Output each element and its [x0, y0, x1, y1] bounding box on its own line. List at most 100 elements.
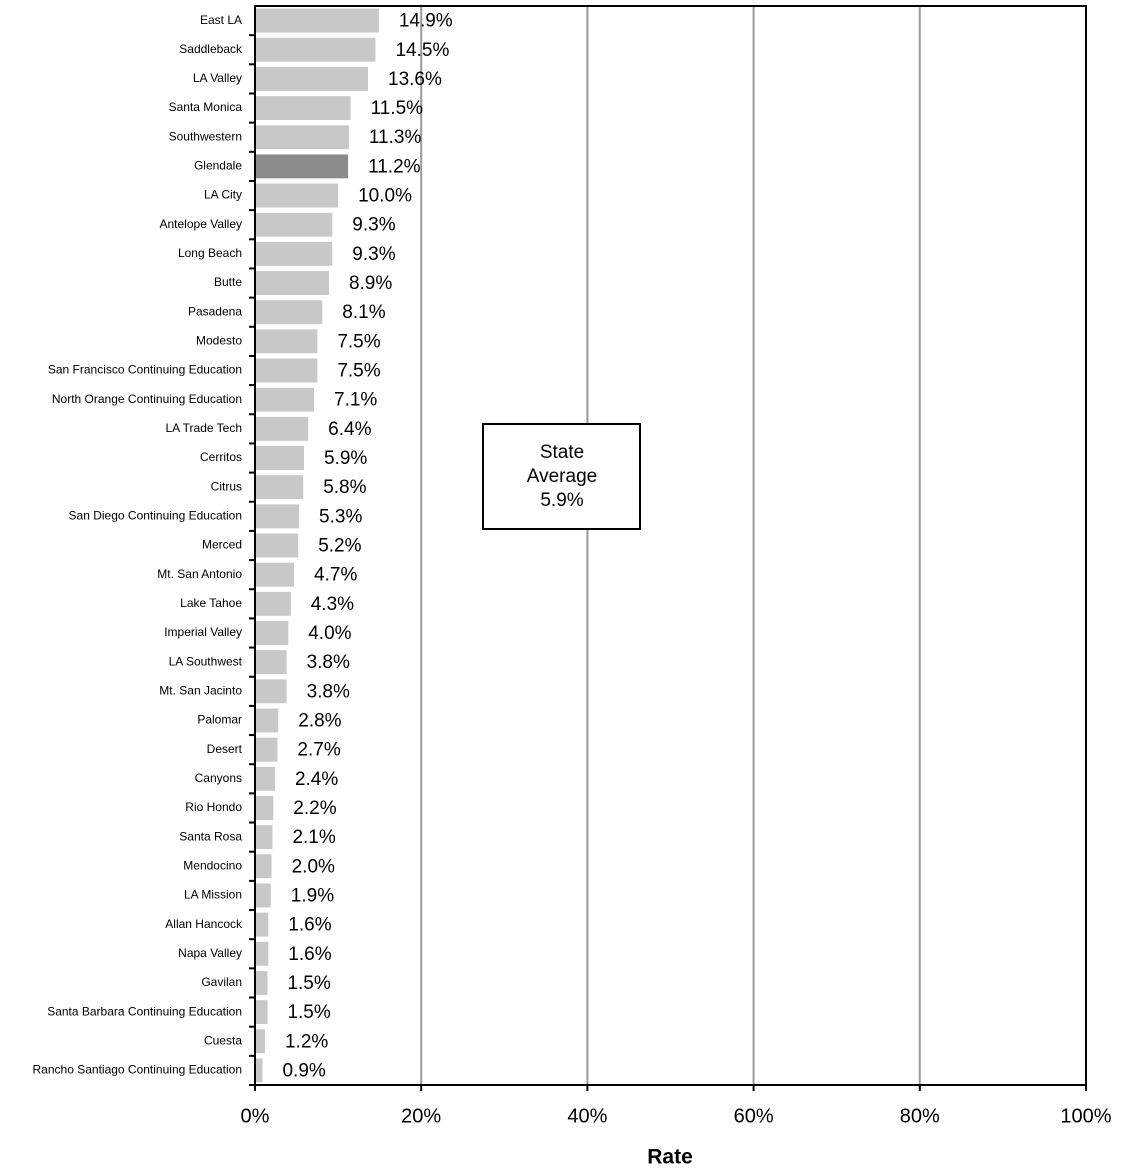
value-label: 2.1% — [292, 827, 335, 848]
y-tick-label: Southwestern — [169, 129, 242, 143]
value-label: 4.3% — [311, 594, 354, 615]
plot-border — [254, 5, 1087, 1086]
x-axis-label: Rate — [647, 1146, 693, 1169]
bar — [255, 737, 278, 762]
bar — [255, 271, 329, 295]
bar — [255, 854, 272, 879]
bar — [255, 96, 351, 121]
value-label: 9.3% — [352, 215, 395, 236]
annotation-text: Average — [527, 466, 597, 487]
value-label: 8.9% — [349, 273, 392, 294]
bar — [255, 504, 300, 529]
bar — [255, 1029, 265, 1054]
value-label: 11.2% — [368, 156, 421, 177]
value-label: 7.5% — [337, 361, 380, 382]
y-tick-label: Gavilan — [201, 975, 242, 989]
value-label: 10.0% — [358, 186, 412, 207]
y-tick-label: Lake Tahoe — [180, 596, 242, 610]
bar — [255, 241, 333, 266]
value-label: 1.9% — [291, 885, 334, 906]
bar — [255, 416, 309, 441]
value-label: 14.9% — [399, 11, 453, 32]
bar — [255, 358, 318, 383]
value-label: 9.3% — [352, 244, 395, 265]
x-tick-label: 20% — [401, 1105, 441, 1127]
y-tick-label: LA Southwest — [169, 654, 243, 668]
bar — [255, 212, 333, 237]
y-tick-label: Mendocino — [183, 858, 242, 872]
y-tick-label: LA City — [204, 188, 242, 202]
bar — [255, 825, 273, 850]
value-label: 5.3% — [319, 506, 362, 527]
y-tick-label: Mt. San Antonio — [157, 567, 242, 581]
y-tick-label: San Francisco Continuing Education — [48, 363, 242, 377]
y-tick-label: LA Mission — [184, 888, 242, 902]
bar — [255, 329, 318, 354]
x-tick-label: 40% — [567, 1105, 607, 1127]
y-tick-label: Pasadena — [188, 304, 242, 318]
value-label: 8.1% — [342, 302, 385, 323]
y-tick-label: LA Valley — [193, 71, 242, 85]
y-tick-label: Santa Rosa — [179, 829, 242, 843]
value-label: 11.5% — [371, 98, 424, 119]
value-label: 1.5% — [287, 1002, 330, 1023]
value-label: 4.0% — [308, 623, 351, 644]
value-label: 2.2% — [293, 798, 336, 819]
bar — [255, 475, 304, 500]
bar — [255, 766, 275, 791]
y-tick-label: North Orange Continuing Education — [52, 392, 242, 406]
y-tick-label: Butte — [214, 275, 242, 289]
value-label: 4.7% — [314, 565, 357, 586]
y-tick-label: Merced — [202, 538, 242, 552]
y-tick-label: Napa Valley — [178, 946, 242, 960]
bar — [255, 300, 323, 325]
y-tick-label: San Diego Continuing Education — [69, 509, 242, 523]
x-tick-label: 80% — [900, 1105, 940, 1127]
bar — [255, 1000, 268, 1025]
bar — [255, 650, 287, 675]
bar — [255, 708, 279, 733]
bar — [255, 912, 269, 937]
x-tick-label: 0% — [241, 1105, 270, 1127]
value-label: 5.2% — [318, 536, 361, 557]
value-label: 2.7% — [297, 740, 340, 761]
bar — [255, 533, 299, 558]
bar — [255, 154, 349, 179]
annotation-text: State — [540, 442, 584, 463]
y-tick-label: Mt. San Jacinto — [159, 683, 242, 697]
y-tick-label: Saddleback — [179, 42, 243, 56]
bar — [255, 941, 269, 966]
value-label: 5.8% — [323, 477, 366, 498]
value-label: 6.4% — [328, 419, 371, 440]
value-label: 3.8% — [307, 652, 350, 673]
y-tick-label: Canyons — [195, 771, 242, 785]
value-label: 2.8% — [298, 710, 341, 731]
y-tick-label: Rancho Santiago Continuing Education — [33, 1063, 242, 1077]
y-tick-label: Santa Monica — [169, 100, 243, 114]
bar — [255, 1058, 263, 1083]
value-label: 7.5% — [337, 331, 380, 352]
y-tick-label: Desert — [207, 742, 243, 756]
y-tick-label: Antelope Valley — [160, 217, 243, 231]
value-label: 14.5% — [395, 40, 449, 61]
y-tick-label: Palomar — [197, 713, 242, 727]
value-label: 2.4% — [295, 769, 338, 790]
bar — [255, 8, 379, 33]
y-tick-label: Imperial Valley — [164, 625, 242, 639]
y-tick-label: Cerritos — [200, 450, 242, 464]
value-label: 1.6% — [288, 944, 331, 965]
bar — [255, 970, 268, 995]
x-tick-label: 60% — [734, 1105, 774, 1127]
annotation-box — [482, 423, 641, 530]
bar — [255, 387, 315, 412]
bar — [255, 562, 295, 587]
y-tick-label: East LA — [200, 13, 242, 27]
bar — [255, 796, 274, 820]
value-label: 3.8% — [307, 681, 350, 702]
value-label: 1.5% — [287, 973, 330, 994]
y-tick-label: Cuesta — [204, 1033, 242, 1047]
bar — [255, 591, 291, 616]
y-tick-label: Allan Hancock — [165, 917, 243, 931]
bar — [255, 621, 289, 645]
